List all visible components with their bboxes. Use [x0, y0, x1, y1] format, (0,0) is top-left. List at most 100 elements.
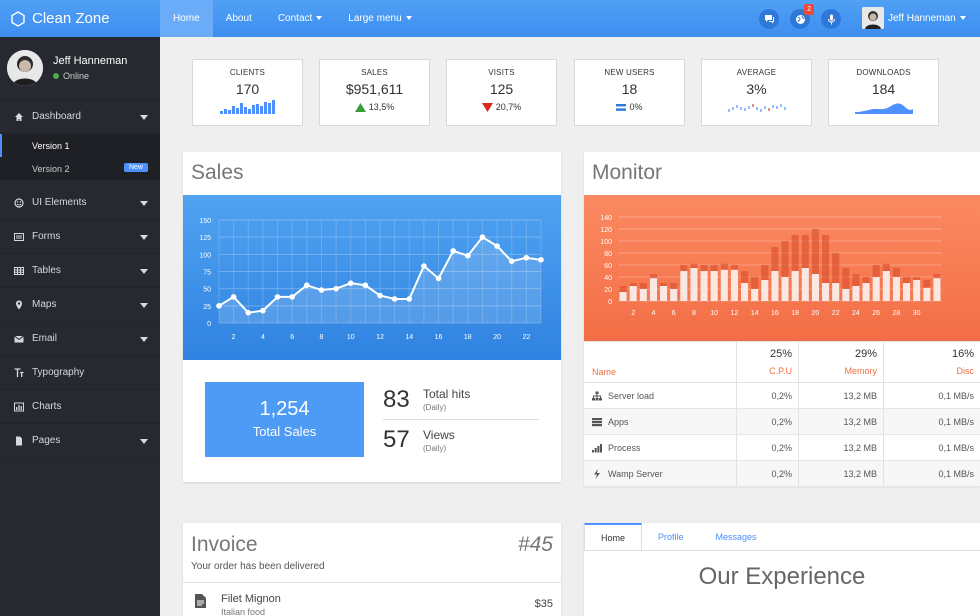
stat-sparkline — [829, 99, 938, 115]
sparkline-discrete — [727, 104, 786, 112]
bar-front — [781, 277, 789, 301]
x-tick-label: 12 — [376, 334, 384, 341]
monitor-bar-chart: 0 20 40 60 80 100 120 140 2 4 6 8 10 12 14 16 18 20 22 24 26… — [584, 195, 980, 341]
stat-trend-value: 0% — [629, 102, 643, 112]
bar-front — [923, 287, 931, 301]
top-navbar: Clean Zone Home About Contact Large menu… — [0, 0, 980, 37]
sidebar-subitem-version-2[interactable]: Version 2 New — [0, 157, 160, 180]
sidebar-profile: Jeff Hanneman Online — [0, 37, 160, 100]
y-tick-label: 40 — [604, 275, 612, 282]
invoice-item-name: Filet Mignon — [221, 593, 281, 605]
stat-card-sales: SALES $951,611 13,5% — [319, 59, 430, 126]
panel-title: Sales — [191, 161, 244, 184]
bar-front — [741, 283, 749, 301]
hexagon-logo-icon — [11, 10, 25, 27]
x-tick-label: 28 — [893, 310, 901, 317]
avatar — [862, 7, 884, 29]
row-name: Server load — [608, 390, 655, 401]
notifications-button[interactable]: 2 — [790, 4, 814, 29]
microphone-button[interactable] — [821, 9, 841, 29]
stat-value: 3% — [746, 81, 767, 97]
y-tick-label: 50 — [203, 287, 211, 294]
avatar[interactable] — [7, 50, 43, 86]
y-tick-label: 60 — [604, 263, 612, 270]
sidebar-item-pages[interactable]: Pages — [0, 424, 160, 458]
row-name: Process — [608, 442, 641, 453]
nav-about[interactable]: About — [213, 0, 265, 37]
bar-front — [660, 286, 668, 301]
user-name: Jeff Hanneman — [888, 12, 956, 24]
sales-line-chart: 0 25 50 75 100 125 150 2 4 6 8 10 12 14 16 18 20 22 — [183, 195, 561, 360]
data-point — [230, 294, 237, 300]
nav-home[interactable]: Home — [160, 0, 213, 37]
bar-front — [751, 289, 759, 301]
bar-front — [933, 278, 941, 301]
table-icon — [14, 266, 24, 275]
data-point — [406, 296, 413, 302]
dashboard-submenu: Version 1 Version 2 New — [0, 134, 160, 180]
bar-front — [811, 274, 819, 301]
bar-front — [710, 271, 718, 301]
data-point — [523, 254, 530, 261]
x-tick-label: 20 — [812, 310, 820, 317]
data-point — [479, 234, 486, 240]
chat-icon — [764, 15, 774, 24]
sidebar-item-dashboard[interactable]: Dashboard — [0, 100, 160, 134]
disc-label: Disc — [956, 366, 975, 376]
x-tick-label: 6 — [290, 334, 294, 341]
nav-contact[interactable]: Contact — [265, 0, 335, 37]
equal-icon — [616, 103, 627, 111]
x-tick-label: 26 — [872, 310, 880, 317]
sidebar-item-maps[interactable]: Maps — [0, 288, 160, 322]
data-point — [347, 280, 354, 286]
brand[interactable]: Clean Zone — [0, 0, 160, 37]
bar-front — [872, 277, 880, 301]
data-point — [538, 257, 544, 263]
y-tick-label: 120 — [600, 227, 612, 234]
bar-back — [781, 241, 789, 301]
cpu-label: C.P.U — [769, 366, 792, 376]
monitor-table-header: Name 25% C.P.U 29% Memory 16% Disc — [584, 341, 980, 383]
sidebar-item-ui-elements[interactable]: UI Elements — [0, 186, 160, 220]
sidebar-item-forms[interactable]: Forms — [0, 220, 160, 254]
chevron-down-icon — [316, 16, 323, 21]
file-text-icon — [195, 594, 206, 608]
tab-profile[interactable]: Profile — [642, 523, 700, 550]
y-tick-label: 125 — [199, 235, 211, 242]
nav-large-menu[interactable]: Large menu — [335, 0, 424, 37]
disc-percent: 16% — [951, 348, 974, 360]
data-point — [391, 296, 398, 302]
data-point — [508, 258, 515, 264]
chevron-down-icon — [140, 439, 148, 444]
tab-home[interactable]: Home — [584, 523, 643, 550]
chat-button[interactable] — [759, 9, 779, 29]
sidebar: Jeff Hanneman Online Dashboard Version 1… — [0, 37, 160, 616]
sidebar-item-label: Maps — [32, 299, 57, 310]
x-tick-label: 6 — [672, 310, 676, 317]
text-icon — [14, 367, 24, 377]
sidebar-item-tables[interactable]: Tables — [0, 254, 160, 288]
arrow-up-icon — [354, 102, 366, 112]
x-tick-label: 20 — [493, 334, 501, 341]
sidebar-subitem-version-1[interactable]: Version 1 — [0, 134, 160, 157]
sidebar-item-typography[interactable]: Typography — [0, 356, 160, 390]
x-tick-label: 2 — [232, 334, 236, 341]
sidebar-item-charts[interactable]: Charts — [0, 390, 160, 424]
user-menu[interactable]: Jeff Hanneman — [862, 7, 966, 29]
chevron-down-icon — [140, 235, 148, 240]
x-tick-label: 16 — [771, 310, 779, 317]
x-tick-label: 10 — [347, 334, 355, 341]
tab-messages[interactable]: Messages — [700, 523, 773, 550]
bar-front — [629, 286, 637, 301]
tab-label: Profile — [658, 532, 684, 542]
invoice-item-price: $35 — [534, 598, 553, 610]
stat-label: SALES — [361, 68, 388, 77]
sidebar-item-email[interactable]: Email — [0, 322, 160, 356]
panel-title: Monitor — [592, 161, 663, 184]
bar-front — [771, 271, 779, 301]
data-point — [465, 252, 471, 259]
chevron-down-icon — [140, 269, 148, 274]
stat-value: $951,611 — [345, 81, 404, 97]
sparkline-bars — [219, 100, 275, 114]
invoice-item-sub: Italian food — [221, 607, 266, 616]
